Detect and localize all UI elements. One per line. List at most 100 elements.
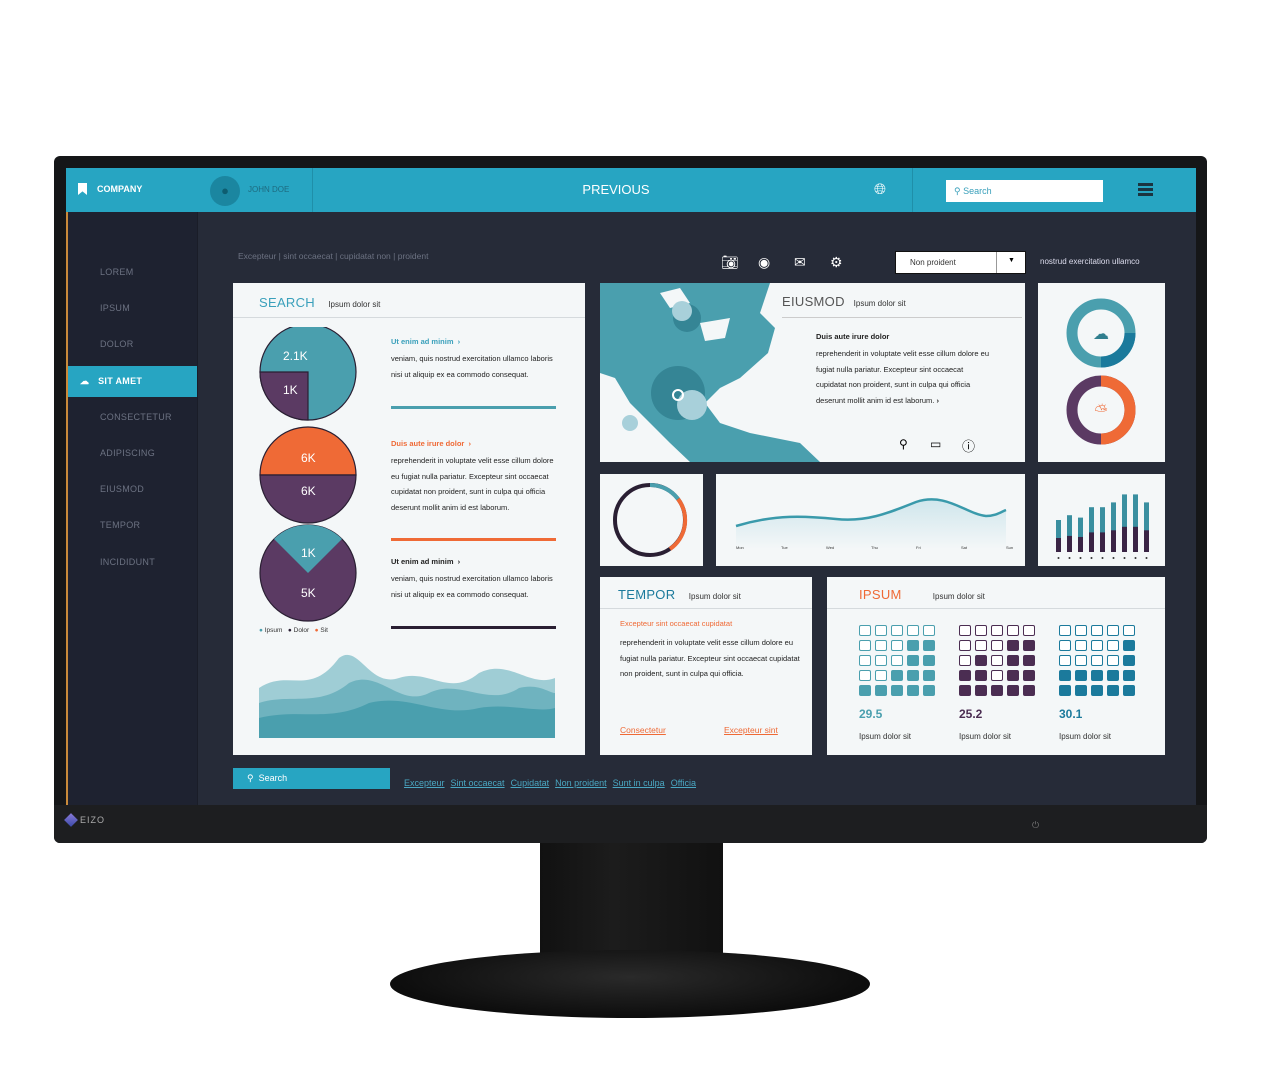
waffle-label: Ipsum dolor sit [859,732,912,741]
waffle-cell-empty [907,625,919,636]
card-title: TEMPOR [618,587,676,602]
sidebar-item-label: SIT AMET [98,375,143,386]
x-tick-label: Sat [961,545,968,550]
tempor-link[interactable]: Consectetur [620,725,666,735]
waffle-cell-filled [975,685,987,696]
line-series [735,498,1007,528]
sidebar-item-label: EIUSMOD [100,484,145,495]
search-icon: ⚲ [954,186,961,196]
bar-segment [1144,530,1149,552]
x-tick [1101,557,1104,559]
waffle-cell-empty [1007,625,1019,636]
waffle-cell-filled [1075,670,1087,681]
bar-segment [1111,530,1116,552]
waffle-cell-empty [959,655,971,666]
power-icon[interactable]: ⏻ [1032,820,1040,830]
company-name[interactable]: COMPANY [97,184,143,194]
waffle-cell-empty [975,640,987,651]
sidebar-item-tempor[interactable]: TEMPOR [66,510,197,541]
footer-link[interactable]: Sunt in culpa [612,778,665,788]
card-subtitle: Ipsum dolor sit [328,300,381,309]
donut-chart [613,483,688,557]
block-text: reprehenderit in voluptate velit esse ci… [391,456,554,512]
waffle-cell-empty [959,640,971,651]
sidebar-item-eiusmod[interactable]: EIUSMOD [66,474,197,505]
ring-card [600,474,703,566]
mail-icon[interactable]: ✉ [794,254,806,270]
pie-3-slice-ipsum [274,524,342,573]
waffle-cell-filled [991,685,1003,696]
breadcrumb[interactable]: Excepteur | sint occaecat | cupidatat no… [238,251,429,261]
x-tick-label: Mon [736,545,744,550]
waffle-value: 25.2 [959,707,983,721]
block-link[interactable]: Ut enim ad minim › [391,337,461,346]
chevron-right-icon[interactable]: › [936,395,939,405]
bar-chart [1056,494,1149,559]
area-chart [259,654,555,738]
gear-icon[interactable]: ⚙ [830,254,843,270]
search-input[interactable]: ⚲ Search [946,180,1103,202]
bar [1111,502,1116,552]
bar [1067,515,1072,552]
map-marker-icon [672,389,684,401]
footer-link[interactable]: Sint occaecat [450,778,505,788]
calendar-icon[interactable]: ▭ [930,437,942,451]
legend-label: Dolor [293,627,310,634]
globe-icon[interactable]: 🌐︎ [874,181,887,198]
block-link[interactable]: Ut enim ad minim › [391,557,461,566]
record-icon[interactable]: ◉ [758,254,771,270]
waffle-cell-filled [1107,670,1119,681]
waffle-cell-filled [907,670,919,681]
hamburger-menu-icon[interactable] [1138,183,1153,196]
search-card: SEARCH Ipsum dolor sit 2.1K 1K 6K 6K 1K … [233,283,585,755]
waffle-cell-filled [1023,655,1035,666]
toolbar-text: nostrud exercitation ullamco [1040,257,1140,266]
page-title[interactable]: PREVIOUS [582,182,650,197]
waffle-cell-empty [1075,655,1087,666]
tempor-link[interactable]: Excepteur sint [724,725,778,735]
search-placeholder: Search [963,186,992,196]
waffle-cell-filled [923,655,935,666]
chevron-down-icon[interactable]: ▼ [1008,257,1015,264]
camera-icon[interactable]: 📷︎ [721,254,739,270]
info-icon[interactable]: ⓘ [962,439,976,454]
x-tick [1123,557,1126,559]
waffle-cell-empty [959,625,971,636]
bottom-search-button[interactable]: ⚲ Search [233,768,390,789]
footer-link[interactable]: Officia [670,778,697,788]
legend-label: Sit [320,627,328,634]
line-area [736,499,1006,549]
bar [1144,502,1149,552]
sidebar-item-incididunt[interactable]: INCIDIDUNT [66,547,197,578]
footer-link[interactable]: Non proident [555,778,607,788]
sidebar-item-lorem[interactable]: LOREM [66,257,197,288]
footer-link[interactable]: Cupidatat [510,778,550,788]
waffle-cell-filled [1075,685,1087,696]
dropdown[interactable]: Non proident ▼ [895,251,1026,274]
sidebar-item-sit-amet[interactable]: ☁ SIT AMET [66,365,197,397]
waffle-cell-filled [891,685,903,696]
sidebar-item-dolor[interactable]: DOLOR [66,329,197,360]
bar-segment [1089,532,1094,552]
block-text: veniam, quis nostrud exercitation ullamc… [391,574,553,599]
ipsum-card: IPSUM Ipsum dolor sit 29.5 Ipsum dolor si… [827,577,1165,755]
sidebar-item-adipiscing[interactable]: ADIPISCING [66,438,197,469]
partly-sunny-icon: ⛅︎ [1095,403,1108,420]
x-tick [1090,557,1093,559]
block-link[interactable]: Duis aute irure dolor › [391,439,472,448]
user-name[interactable]: JOHN DOE [248,185,290,194]
waffle-cell-filled [1091,685,1103,696]
avatar[interactable]: ● [210,176,240,206]
waffle-cell-filled [875,685,887,696]
sidebar-item-ipsum[interactable]: IPSUM [66,293,197,324]
card-subtitle: Ipsum dolor sit [688,592,741,601]
waffle-cell-empty [1059,640,1071,651]
location-pin-icon[interactable]: ⚲ [899,437,908,451]
card-subtitle: Ipsum dolor sit [932,592,985,601]
card-title: SEARCH [259,295,315,310]
waffle-cell-filled [1059,685,1071,696]
sidebar-edge [66,212,68,805]
footer-link[interactable]: Excepteur [404,778,445,788]
pie-1 [259,327,357,421]
sidebar-item-consectetur[interactable]: CONSECTETUR [66,402,197,433]
